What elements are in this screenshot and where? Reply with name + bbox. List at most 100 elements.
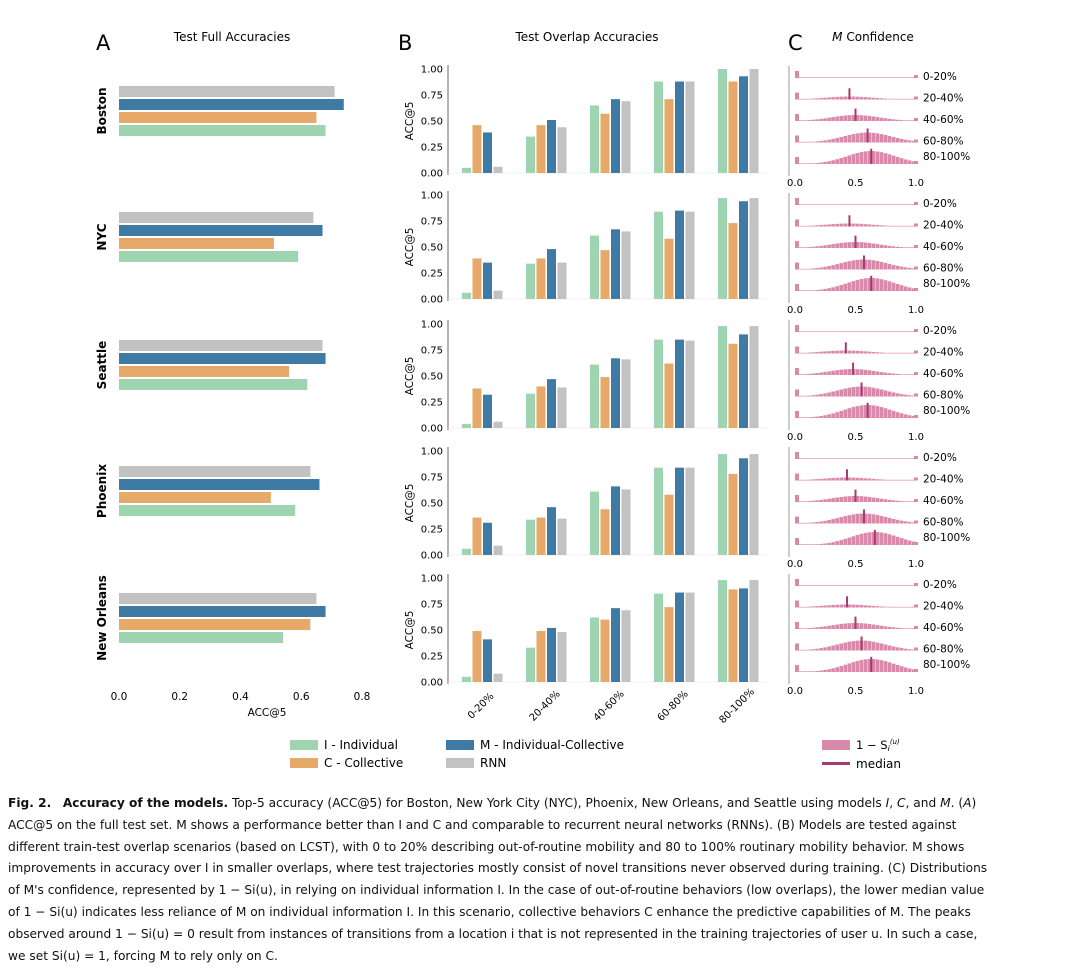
hist-bin bbox=[831, 585, 835, 586]
hist-bin bbox=[879, 152, 884, 164]
hist-bin bbox=[831, 458, 835, 459]
hist-bin bbox=[847, 515, 852, 524]
hist-bin bbox=[871, 77, 876, 78]
hist-bin bbox=[835, 137, 839, 143]
hist-bin bbox=[871, 497, 876, 502]
bar-phoenix-rnn-1 bbox=[493, 545, 503, 555]
y-axis-label: ACC@5 bbox=[404, 228, 416, 267]
hist-bin bbox=[871, 387, 876, 397]
bar-nyc-i-5 bbox=[718, 198, 727, 299]
hist-bin bbox=[871, 204, 876, 205]
hist-bin bbox=[875, 331, 880, 332]
legend-label-collective: C - Collective bbox=[324, 756, 403, 770]
hist-bin bbox=[875, 133, 880, 143]
hist-bin bbox=[911, 669, 916, 672]
hist-bin bbox=[879, 372, 884, 375]
hist-bin bbox=[847, 623, 852, 629]
hist-zero-peak bbox=[795, 262, 799, 270]
hist-bin bbox=[867, 204, 872, 205]
hist-bin bbox=[807, 585, 811, 586]
hist-bin bbox=[895, 536, 900, 545]
bar-phoenix-c-1 bbox=[472, 517, 482, 555]
legend-swatch-individual bbox=[290, 740, 318, 750]
hist-bin bbox=[891, 225, 896, 227]
bar-nyc-c bbox=[119, 238, 274, 249]
hist-bin bbox=[835, 223, 839, 227]
bar-new-orleans-rnn-2 bbox=[557, 632, 567, 682]
hist-bin bbox=[867, 387, 872, 397]
hist-bin bbox=[851, 242, 856, 248]
hist-bin bbox=[811, 417, 815, 418]
hist-bin bbox=[803, 268, 807, 270]
hist-bin bbox=[835, 667, 839, 672]
hist-bin bbox=[895, 204, 900, 205]
hist-bin bbox=[831, 370, 835, 375]
bar-nyc-rnn-2 bbox=[557, 262, 567, 299]
hist-bin bbox=[799, 290, 803, 291]
hist-bin bbox=[799, 501, 803, 502]
hist-bin bbox=[895, 373, 900, 375]
hist-bin bbox=[875, 498, 880, 502]
bar-seattle-rnn-3 bbox=[621, 359, 631, 428]
hist-bin bbox=[867, 513, 872, 524]
hist-bin bbox=[835, 116, 839, 121]
hist-bin bbox=[815, 394, 819, 397]
hist-bin bbox=[903, 628, 908, 629]
hist-bin bbox=[891, 458, 896, 459]
hist-bin bbox=[835, 331, 839, 332]
bar-seattle-i bbox=[119, 379, 308, 390]
hist-bin bbox=[895, 246, 900, 248]
hist-bin bbox=[867, 115, 872, 121]
bar-nyc-c-5 bbox=[728, 223, 738, 299]
overlap-label: 40-60% bbox=[923, 368, 964, 380]
y-tick-label: 0.00 bbox=[421, 678, 443, 689]
hist-bin bbox=[883, 245, 888, 248]
caption-line-6: of 1 − Si(u) indicates less reliance of … bbox=[8, 904, 971, 919]
hist-bin bbox=[831, 117, 835, 121]
y-tick-label: 0.25 bbox=[421, 398, 443, 409]
hist-bin bbox=[867, 151, 872, 164]
bar-boston-rnn-3 bbox=[621, 101, 631, 173]
hist-bin bbox=[847, 537, 852, 545]
hist-bin bbox=[811, 141, 815, 143]
y-tick-label: 0.50 bbox=[421, 626, 443, 637]
hist-bin bbox=[875, 406, 880, 418]
hist-bin bbox=[819, 543, 823, 545]
hist-bin bbox=[895, 225, 900, 227]
legend-swatch-confidence bbox=[822, 740, 850, 750]
legend-label-individual: I - Individual bbox=[324, 738, 398, 752]
hist-bin bbox=[799, 163, 803, 164]
y-tick-label: 0.25 bbox=[421, 269, 443, 280]
hist-bin bbox=[867, 405, 872, 418]
hist-bin bbox=[831, 77, 835, 78]
overlap-label: 80-100% bbox=[923, 151, 970, 163]
hist-zero-peak bbox=[795, 284, 799, 291]
hist-bin bbox=[835, 644, 839, 651]
overlap-label: 20-40% bbox=[923, 601, 964, 613]
hist-bin bbox=[823, 118, 827, 121]
hist-bin bbox=[863, 458, 868, 459]
hist-bin bbox=[843, 77, 848, 78]
hist-end-marker bbox=[914, 139, 918, 143]
hist-bin bbox=[827, 585, 831, 586]
hist-bin bbox=[815, 246, 819, 248]
hist-bin bbox=[871, 624, 876, 629]
hist-bin bbox=[855, 77, 860, 78]
hist-bin bbox=[903, 501, 908, 502]
overlap-label: 80-100% bbox=[923, 405, 970, 417]
hist-bin bbox=[799, 417, 803, 418]
hist-bin bbox=[859, 496, 864, 502]
hist-bin bbox=[831, 160, 835, 164]
hist-bin bbox=[831, 265, 835, 270]
hist-bin bbox=[867, 77, 872, 78]
hist-bin bbox=[831, 604, 835, 608]
hist-bin bbox=[883, 408, 888, 418]
hist-bin bbox=[827, 161, 831, 164]
hist-bin bbox=[811, 395, 815, 397]
hist-bin bbox=[907, 204, 912, 205]
hist-bin bbox=[843, 223, 848, 227]
hist-bin bbox=[819, 416, 823, 418]
bar-new-orleans-rnn bbox=[119, 593, 317, 604]
hist-bin bbox=[855, 496, 860, 502]
hist-bin bbox=[863, 513, 868, 524]
